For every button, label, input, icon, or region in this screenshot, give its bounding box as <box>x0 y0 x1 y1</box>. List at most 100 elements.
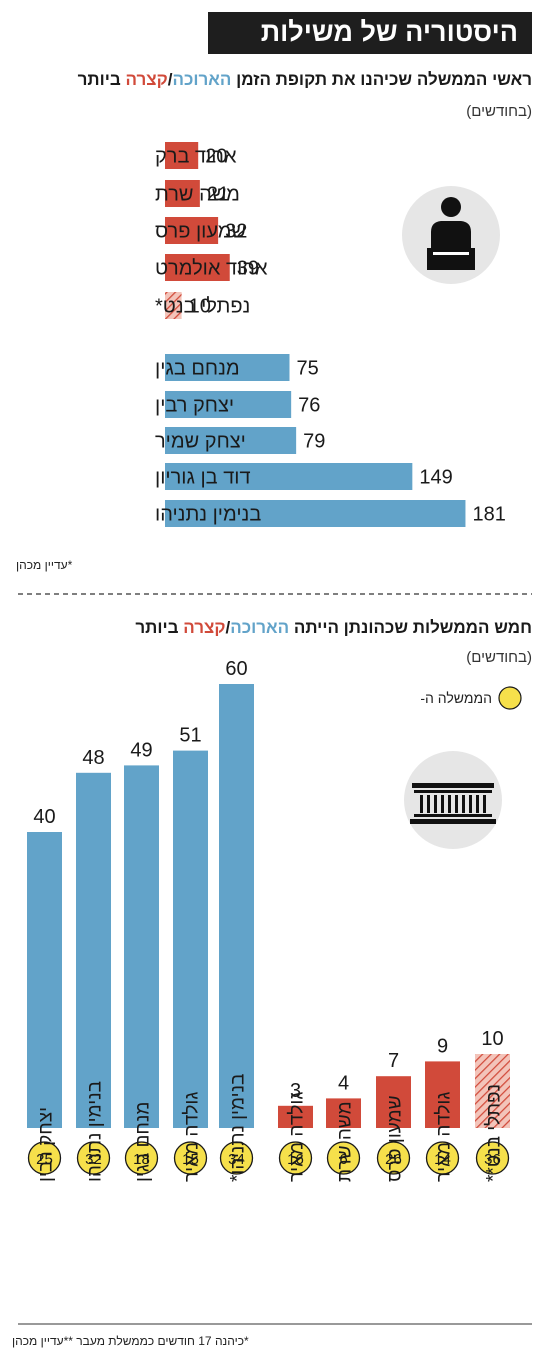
bar <box>165 180 200 207</box>
section1-footnote: *עדיין מכהן <box>16 558 73 572</box>
government-building-icon <box>404 751 502 849</box>
bar-category-label: אהוד ברק <box>155 146 237 168</box>
bar-category-label: מנחם בגין <box>133 1102 154 1182</box>
title-bar: היסטוריה של משילות <box>208 12 532 54</box>
bar-category-label: משה שרת <box>335 1101 356 1182</box>
section1-heading-short: קצרה <box>125 70 168 89</box>
bar-value-label: 32 <box>225 221 247 243</box>
government-number-badge <box>76 1141 111 1175</box>
bar-category-label: יצחק רבין <box>36 1107 57 1182</box>
government-number-badge <box>376 1141 411 1175</box>
bar-category-label: בנימין נתניהו* <box>228 1074 249 1182</box>
bar <box>165 292 182 319</box>
bar-category-label: נפתלי בנט** <box>484 1084 505 1182</box>
bar-value-label: 4 <box>338 1072 349 1094</box>
section2-heading-sep: / <box>225 618 231 637</box>
government-number-label: 36 <box>484 1151 501 1168</box>
government-number-label: 16 <box>287 1151 304 1168</box>
government-number-label: 14 <box>434 1151 451 1168</box>
government-number-label: 26 <box>385 1151 402 1168</box>
bar <box>165 142 199 169</box>
bar-value-label: 51 <box>179 725 201 747</box>
bar-value-label: 60 <box>225 658 247 680</box>
section2-heading-after: ביותר <box>135 618 184 637</box>
section2-heading-short: קצרה <box>183 618 226 637</box>
bar <box>376 1076 411 1128</box>
government-number-badge <box>173 1141 208 1175</box>
government-number-badge <box>326 1141 361 1175</box>
bar-value-label: 75 <box>297 358 319 380</box>
bar-category-label: בנימין נתניהו <box>155 504 261 526</box>
bar-value-label: 10 <box>481 1028 503 1050</box>
section1-heading-sep: / <box>167 70 173 89</box>
section2-footnote: *כיהנה 17 חודשים כממשלת מעבר **עדיין מכה… <box>12 1334 249 1348</box>
section1-heading-before: ראשי הממשלה שכיהנו את תקופת הזמן <box>231 70 532 89</box>
bar-value-label: 181 <box>472 504 505 526</box>
section1-units: (בחודשים) <box>466 103 532 120</box>
bar-category-label: יצחק שמיר <box>155 431 246 453</box>
government-number-label: 32 <box>85 1151 102 1168</box>
bar-category-label: גולדה מאיר <box>434 1092 455 1182</box>
government-number-badge <box>219 1141 254 1175</box>
government-number-label: 15 <box>182 1151 199 1168</box>
bar <box>124 765 159 1128</box>
government-number-label: 34 <box>228 1151 245 1168</box>
bar-category-label: בנימין נתניהו <box>85 1081 106 1182</box>
government-number-badge <box>27 1141 62 1175</box>
bar <box>165 254 230 281</box>
bar <box>425 1061 460 1128</box>
section1-heading: ראשי הממשלה שכיהנו את תקופת הזמן הארוכה/… <box>78 70 532 90</box>
bar-category-label: מנחם בגין <box>155 358 240 380</box>
bar <box>165 463 413 490</box>
bar-category-label: דוד בן גוריון <box>155 467 251 489</box>
section2-units: (בחודשים) <box>466 649 532 666</box>
bar-value-label: 79 <box>303 431 325 453</box>
bar-category-label: שמעון פרס <box>385 1095 406 1182</box>
government-number-label: 18 <box>133 1151 150 1168</box>
bar-category-label: אהוד אולמרט <box>155 258 268 280</box>
bar <box>165 391 292 418</box>
bar-category-label: משה שרת <box>155 184 240 206</box>
bar <box>165 354 290 381</box>
bar-category-label: גולדה מאיר <box>182 1092 203 1182</box>
page-title: היסטוריה של משילות <box>260 17 518 47</box>
bar-value-label: 76 <box>298 395 320 417</box>
bar-value-label: 9 <box>437 1035 448 1057</box>
bar-value-label: 48 <box>82 747 104 769</box>
bar-value-label: 20 <box>205 146 227 168</box>
bar-value-label: 7 <box>388 1050 399 1072</box>
bar <box>219 684 254 1128</box>
government-number-badge <box>124 1141 159 1175</box>
section2-heading-before: חמש הממשלות שכהונתן הייתה <box>289 618 532 637</box>
section2-heading-long: הארוכה <box>230 618 290 637</box>
bar-value-label: 3 <box>290 1080 301 1102</box>
bar <box>173 750 208 1128</box>
bar <box>278 1105 313 1128</box>
bar-value-label: 149 <box>419 467 452 489</box>
bar <box>326 1098 361 1128</box>
bar-value-label: 39 <box>237 258 259 280</box>
bar-value-label: 21 <box>207 184 229 206</box>
bar <box>165 500 466 527</box>
government-number-label: 25 <box>36 1151 53 1168</box>
bar-value-label: 49 <box>130 739 152 761</box>
bar <box>165 217 219 244</box>
bar-category-label: יצחק רבין <box>155 395 234 417</box>
bar-value-label: 10 <box>189 296 211 318</box>
bar <box>165 427 297 454</box>
section1-heading-after: ביותר <box>77 70 126 89</box>
section2-heading: חמש הממשלות שכהונתן הייתה הארוכה/קצרה בי… <box>135 618 532 638</box>
government-number-badge <box>278 1141 313 1175</box>
bar-category-label: גולדה מאיר <box>287 1092 308 1182</box>
government-number-badge <box>475 1141 510 1175</box>
government-number-badge <box>425 1141 460 1175</box>
legend-label: הממשלה ה- <box>420 690 492 706</box>
bar-category-label: נפתלי בנט* <box>155 296 250 318</box>
bar <box>27 832 62 1128</box>
bar-category-label: שמעון פרס <box>155 221 246 243</box>
bar <box>475 1054 510 1128</box>
legend-badge-icon <box>498 686 522 710</box>
